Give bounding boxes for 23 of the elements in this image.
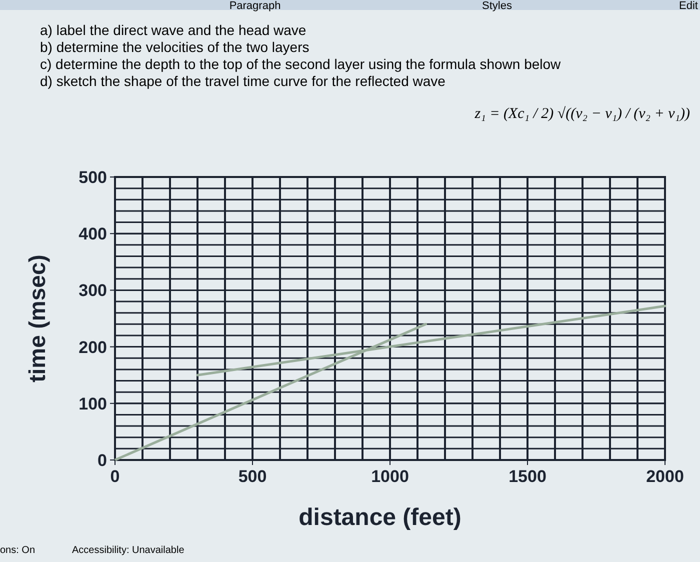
y-tick-label: 300 xyxy=(78,281,107,300)
x-tick-label: 0 xyxy=(110,467,120,486)
text: Accessibility: Unavailable xyxy=(72,545,185,556)
x-tick-label: 1000 xyxy=(371,467,409,486)
y-tick-label: 500 xyxy=(78,168,107,187)
text: z₁ = (Xc₁ / 2) √((v₂ − v₁) / (v₂ + v₁)) xyxy=(474,106,690,122)
y-axis-title: time (msec) xyxy=(24,254,50,382)
x-tick-label: 1500 xyxy=(508,467,546,486)
text: Paragraph xyxy=(229,0,281,12)
text: Styles xyxy=(482,0,512,12)
y-tick-label: 400 xyxy=(78,224,107,244)
y-tick-label: 200 xyxy=(78,338,107,357)
x-tick-label: 500 xyxy=(238,467,267,486)
text: a) label the direct wave and the head wave xyxy=(40,22,306,38)
text: c) determine the depth to the top of the second layer using the formula shown below xyxy=(40,56,562,72)
text: ons: On xyxy=(0,545,36,556)
x-tick-label: 2000 xyxy=(646,467,684,486)
y-tick-label: 100 xyxy=(78,394,107,414)
text: b) determine the velocities of the two layers xyxy=(40,39,310,55)
text: Edit xyxy=(679,0,698,12)
text: d) sketch the shape of the travel time curve for the reflected wave xyxy=(40,73,446,89)
x-axis-title: distance (feet) xyxy=(298,504,462,531)
y-tick-label: 0 xyxy=(98,451,107,470)
